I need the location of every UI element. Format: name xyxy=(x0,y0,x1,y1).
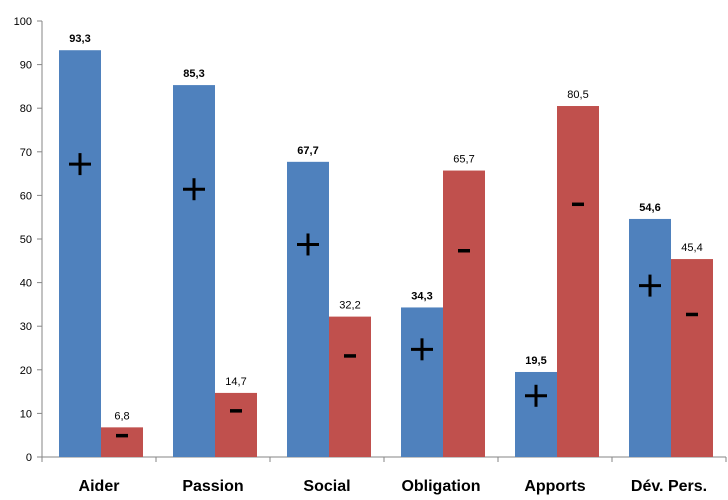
y-tick-label: 90 xyxy=(20,60,32,72)
bar xyxy=(215,392,257,457)
x-tick-label: Aider xyxy=(79,478,120,495)
bar xyxy=(671,259,713,457)
x-tick-label: Dév. Pers. xyxy=(631,478,707,495)
bar xyxy=(329,316,371,457)
bar xyxy=(515,371,557,457)
data-label: 80,5 xyxy=(567,89,588,101)
data-labels: 93,3 85,3 67,7 34,3 19,5 54,6 6,8 14,7 32,2 65,7 8… xyxy=(69,33,702,422)
y-tick-label: 80 xyxy=(20,103,32,115)
y-tick-label: 70 xyxy=(20,147,32,159)
data-label: 6,8 xyxy=(114,410,129,422)
y-tick-label: 40 xyxy=(20,278,32,290)
data-label: 14,7 xyxy=(225,376,246,388)
x-tick-labels: Aider Passion Social Obligation Apports Dév. … xyxy=(79,478,708,495)
bar xyxy=(629,218,671,457)
x-tick-label: Passion xyxy=(182,478,243,495)
axes xyxy=(37,20,727,462)
data-label: 19,5 xyxy=(525,355,546,367)
bars xyxy=(59,50,713,458)
y-tick-label: 50 xyxy=(20,234,32,246)
y-tick-labels: 0 10 20 30 40 50 60 70 80 90 100 xyxy=(14,16,32,464)
bar xyxy=(101,427,143,457)
x-tick-label: Social xyxy=(303,478,350,495)
y-tick-label: 60 xyxy=(20,190,32,202)
y-tick-label: 10 xyxy=(20,408,32,420)
bar xyxy=(443,170,485,457)
bar xyxy=(287,161,329,457)
x-tick-label: Obligation xyxy=(401,478,480,495)
data-label: 45,4 xyxy=(681,242,702,254)
y-tick-label: 0 xyxy=(26,452,32,464)
bar xyxy=(59,50,101,457)
y-tick-label: 20 xyxy=(20,365,32,377)
data-label: 67,7 xyxy=(297,145,318,157)
data-label: 65,7 xyxy=(453,154,474,166)
data-label: 93,3 xyxy=(69,33,90,45)
bar xyxy=(401,307,443,457)
x-tick-label: Apports xyxy=(524,478,585,495)
data-label: 85,3 xyxy=(183,68,204,80)
bar xyxy=(557,106,599,458)
markers xyxy=(69,153,698,438)
y-tick-label: 30 xyxy=(20,321,32,333)
data-label: 32,2 xyxy=(339,300,360,312)
y-tick-label: 100 xyxy=(14,16,32,28)
data-label: 54,6 xyxy=(639,202,660,214)
data-label: 34,3 xyxy=(411,290,432,302)
bar xyxy=(173,85,215,457)
